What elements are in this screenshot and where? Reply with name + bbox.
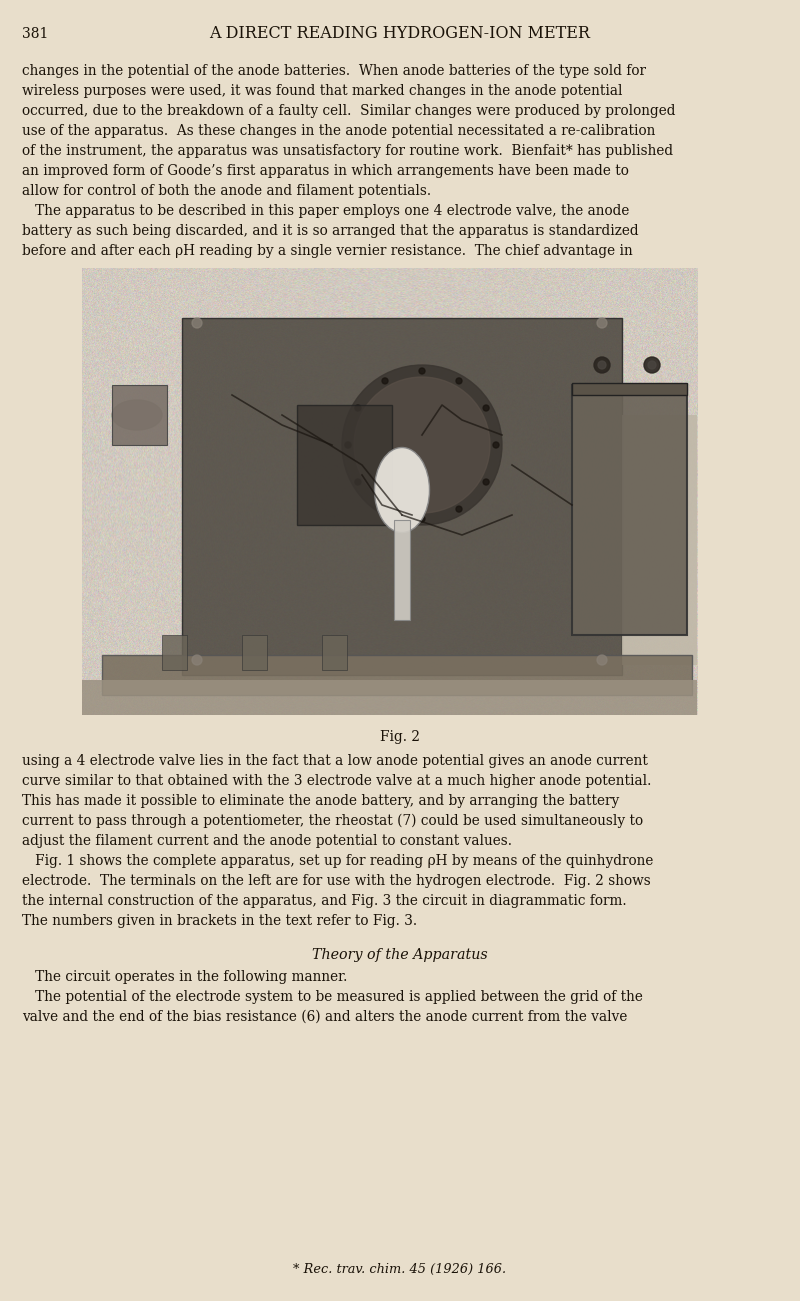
Circle shape — [597, 317, 607, 328]
Text: an improved form of Goode’s first apparatus in which arrangements have been made: an improved form of Goode’s first appara… — [22, 164, 629, 178]
Text: The potential of the electrode system to be measured is applied between the grid: The potential of the electrode system to… — [22, 990, 643, 1004]
Text: wireless purposes were used, it was found that marked changes in the anode poten: wireless purposes were used, it was foun… — [22, 85, 622, 98]
Text: allow for control of both the anode and filament potentials.: allow for control of both the anode and … — [22, 183, 431, 198]
Bar — [112, 385, 167, 445]
Circle shape — [644, 356, 660, 373]
Circle shape — [598, 360, 606, 369]
Text: This has made it possible to eliminate the anode battery, and by arranging the b: This has made it possible to eliminate t… — [22, 794, 619, 808]
Bar — [394, 520, 410, 621]
Text: curve similar to that obtained with the 3 electrode valve at a much higher anode: curve similar to that obtained with the … — [22, 774, 651, 788]
Text: Theory of the Apparatus: Theory of the Apparatus — [312, 948, 488, 961]
Text: valve and the end of the bias resistance (6) and alters the anode current from t: valve and the end of the bias resistance… — [22, 1010, 627, 1024]
Text: Fig. 1 shows the complete apparatus, set up for reading ρH by means of the quinh: Fig. 1 shows the complete apparatus, set… — [22, 853, 654, 868]
Bar — [242, 635, 267, 670]
Text: Fig. 2: Fig. 2 — [380, 730, 420, 744]
Text: A DIRECT READING HYDROGEN-ION METER: A DIRECT READING HYDROGEN-ION METER — [210, 25, 590, 42]
Bar — [162, 635, 187, 670]
Circle shape — [456, 506, 462, 513]
Circle shape — [483, 405, 489, 411]
Bar — [102, 654, 692, 695]
Text: using a 4 electrode valve lies in the fact that a low anode potential gives an a: using a 4 electrode valve lies in the fa… — [22, 755, 648, 768]
Circle shape — [382, 506, 388, 513]
Bar — [622, 415, 697, 665]
Text: of the instrument, the apparatus was unsatisfactory for routine work.  Bienfait*: of the instrument, the apparatus was uns… — [22, 144, 673, 157]
Bar — [297, 405, 392, 526]
Circle shape — [355, 479, 361, 485]
Bar — [82, 680, 697, 716]
Text: current to pass through a potentiometer, the rheostat (7) could be used simultan: current to pass through a potentiometer,… — [22, 813, 643, 827]
Bar — [182, 317, 622, 675]
Text: electrode.  The terminals on the left are for use with the hydrogen electrode.  : electrode. The terminals on the left are… — [22, 874, 650, 889]
Circle shape — [192, 317, 202, 328]
Text: * Rec. trav. chim. 45 (1926) 166.: * Rec. trav. chim. 45 (1926) 166. — [294, 1263, 506, 1276]
Circle shape — [456, 377, 462, 384]
Circle shape — [342, 366, 502, 526]
Circle shape — [419, 516, 425, 522]
Text: before and after each ρH reading by a single vernier resistance.  The chief adva: before and after each ρH reading by a si… — [22, 245, 633, 258]
Text: the internal construction of the apparatus, and Fig. 3 the circuit in diagrammat: the internal construction of the apparat… — [22, 894, 626, 908]
Circle shape — [382, 377, 388, 384]
Circle shape — [192, 654, 202, 665]
Circle shape — [493, 442, 499, 448]
Text: adjust the filament current and the anode potential to constant values.: adjust the filament current and the anod… — [22, 834, 512, 848]
Ellipse shape — [374, 448, 430, 532]
Text: The numbers given in brackets in the text refer to Fig. 3.: The numbers given in brackets in the tex… — [22, 915, 417, 928]
Circle shape — [594, 356, 610, 373]
Text: occurred, due to the breakdown of a faulty cell.  Similar changes were produced : occurred, due to the breakdown of a faul… — [22, 104, 675, 118]
Bar — [572, 382, 687, 396]
Circle shape — [354, 377, 490, 513]
Bar — [572, 385, 687, 635]
Circle shape — [483, 479, 489, 485]
Circle shape — [355, 405, 361, 411]
Circle shape — [648, 360, 656, 369]
Circle shape — [345, 442, 351, 448]
Text: The apparatus to be described in this paper employs one 4 electrode valve, the a: The apparatus to be described in this pa… — [22, 204, 630, 219]
Text: battery as such being discarded, and it is so arranged that the apparatus is sta: battery as such being discarded, and it … — [22, 224, 638, 238]
Circle shape — [597, 654, 607, 665]
Text: use of the apparatus.  As these changes in the anode potential necessitated a re: use of the apparatus. As these changes i… — [22, 124, 655, 138]
Bar — [322, 635, 347, 670]
Text: changes in the potential of the anode batteries.  When anode batteries of the ty: changes in the potential of the anode ba… — [22, 64, 646, 78]
Text: 381: 381 — [22, 27, 48, 42]
Circle shape — [419, 368, 425, 373]
Ellipse shape — [112, 399, 162, 431]
Text: The circuit operates in the following manner.: The circuit operates in the following ma… — [22, 971, 347, 984]
